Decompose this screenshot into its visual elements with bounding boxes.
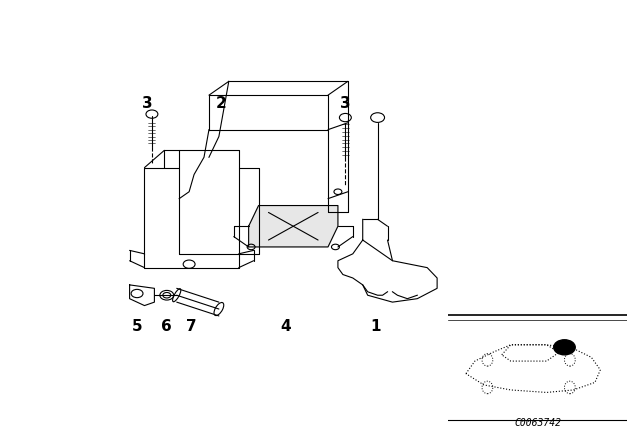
Text: C0063742: C0063742 — [514, 418, 561, 427]
Text: 3: 3 — [141, 96, 152, 111]
Text: 1: 1 — [370, 319, 380, 334]
Text: 4: 4 — [280, 319, 291, 334]
Text: 7: 7 — [186, 319, 197, 334]
Text: 5: 5 — [132, 319, 142, 334]
Circle shape — [554, 340, 575, 355]
Text: 6: 6 — [161, 319, 172, 334]
Polygon shape — [249, 206, 338, 247]
Text: 3: 3 — [340, 96, 351, 111]
Text: 2: 2 — [216, 96, 227, 111]
